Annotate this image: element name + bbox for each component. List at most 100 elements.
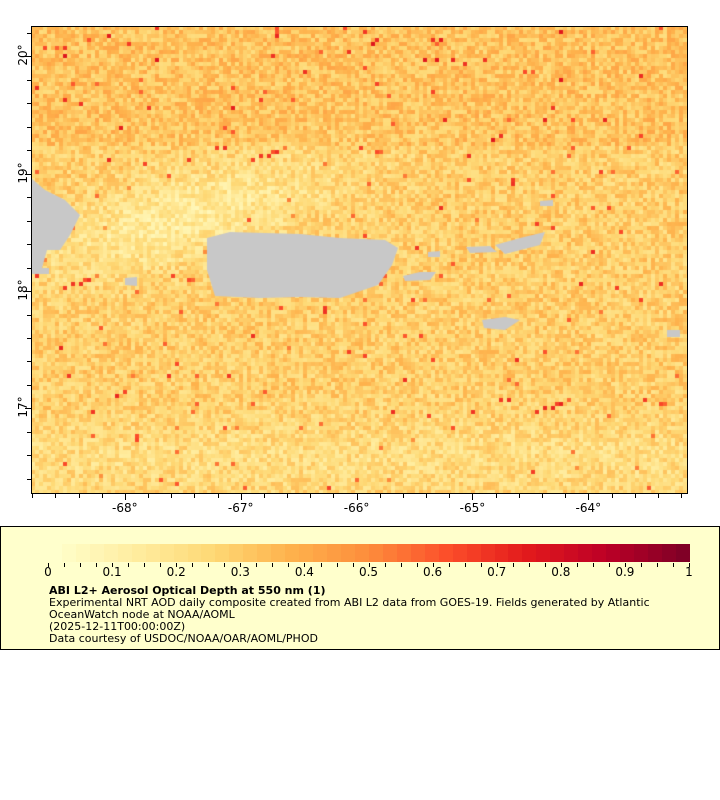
- lon-tick: [310, 494, 312, 498]
- colorbar-tick: [528, 563, 530, 567]
- lon-tick: [124, 494, 126, 500]
- colorbar-segment: [61, 544, 76, 562]
- colorbar-tick: [96, 563, 98, 567]
- colorbar-segment: [382, 544, 397, 562]
- colorbar-segment: [173, 544, 188, 562]
- colorbar-segment: [327, 544, 342, 562]
- colorbar-segment: [341, 544, 355, 562]
- colorbar-tick: [256, 563, 258, 567]
- lat-tick: [27, 33, 31, 35]
- colorbar-segment: [424, 544, 439, 562]
- colorbar-segment: [647, 544, 662, 562]
- colorbar-segment: [675, 544, 690, 562]
- colorbar-segment: [285, 544, 300, 562]
- colorbar-tick: [128, 563, 130, 567]
- legend-panel: 0 0.1 0.2 0.3 0.4 0.5 0.6 0.7 0.8 0.9 1 ABI L2+ Ae…: [0, 526, 720, 650]
- colorbar-segment: [564, 544, 579, 562]
- colorbar-segment: [522, 544, 537, 562]
- colorbar-segment: [578, 544, 593, 562]
- colorbar-segment: [313, 544, 328, 562]
- lon-tick: [565, 494, 567, 498]
- colorbar-label: 0.8: [551, 565, 571, 579]
- colorbar: [48, 544, 690, 562]
- lon-tick: [449, 494, 451, 498]
- colorbar-segment: [634, 544, 648, 562]
- lon-tick: [171, 494, 173, 498]
- colorbar-segment: [159, 544, 174, 562]
- lon-tick: [148, 494, 150, 498]
- colorbar-segment: [466, 544, 481, 562]
- colorbar-tick: [240, 563, 242, 567]
- lat-tick: [27, 126, 31, 128]
- legend-title: ABI L2+ Aerosol Optical Depth at 550 nm …: [49, 584, 326, 597]
- colorbar-segment: [201, 544, 216, 562]
- lon-tick: [495, 494, 497, 498]
- legend-description-line2: OceanWatch node at NOAA/AOML: [49, 608, 235, 621]
- lat-tick: [27, 79, 31, 81]
- colorbar-tick: [673, 563, 675, 567]
- colorbar-tick: [304, 563, 306, 567]
- lon-tick: [287, 494, 289, 498]
- lon-tick: [78, 494, 80, 498]
- lat-tick-label: 17°: [16, 396, 30, 419]
- colorbar-tick: [496, 563, 498, 567]
- colorbar-tick: [288, 563, 290, 567]
- lon-tick-label: -66°: [343, 501, 370, 515]
- lon-tick-label: -67°: [227, 501, 254, 515]
- lat-tick: [27, 150, 31, 152]
- colorbar-segment: [354, 544, 369, 562]
- colorbar-label: 0.3: [230, 565, 250, 579]
- colorbar-tick: [160, 563, 162, 567]
- aod-map-image: [31, 26, 688, 494]
- colorbar-tick: [64, 563, 66, 567]
- lat-tick: [27, 361, 31, 363]
- lat-tick-label: 20°: [16, 44, 30, 67]
- lat-tick: [27, 197, 31, 199]
- colorbar-segment: [75, 544, 90, 562]
- colorbar-tick: [336, 563, 338, 567]
- lon-tick: [542, 494, 543, 498]
- colorbar-tick: [112, 563, 114, 567]
- colorbar-label: 0: [44, 565, 52, 579]
- colorbar-segment: [452, 544, 467, 562]
- lat-tick: [27, 338, 31, 339]
- lon-tick: [240, 494, 242, 500]
- colorbar-tick: [352, 563, 354, 567]
- legend-description-line1: Experimental NRT AOD daily composite cre…: [49, 596, 650, 609]
- lat-tick: [25, 173, 31, 175]
- colorbar-tick: [657, 563, 659, 567]
- colorbar-label: 0.9: [615, 565, 635, 579]
- lat-tick: [25, 408, 31, 410]
- colorbar-tick: [625, 563, 627, 567]
- lon-tick: [426, 494, 428, 498]
- colorbar-segment: [48, 544, 62, 562]
- lat-tick: [27, 455, 31, 457]
- colorbar-tick: [512, 563, 514, 567]
- lon-tick: [379, 494, 381, 498]
- lat-tick: [27, 431, 31, 433]
- colorbar-segment: [131, 544, 146, 562]
- lat-tick: [27, 244, 31, 246]
- lat-tick: [25, 291, 31, 293]
- colorbar-tick: [384, 563, 386, 567]
- colorbar-tick: [593, 563, 595, 567]
- colorbar-segment: [661, 544, 676, 562]
- colorbar-tick: [400, 563, 402, 567]
- lon-tick: [194, 494, 196, 498]
- colorbar-segment: [103, 544, 118, 562]
- colorbar-tick: [368, 563, 370, 567]
- lat-tick: [27, 384, 31, 386]
- colorbar-label: 0.1: [102, 565, 122, 579]
- lon-tick: [681, 494, 683, 498]
- colorbar-segment: [480, 544, 495, 562]
- colorbar-tick: [416, 563, 418, 567]
- lon-tick: [588, 494, 590, 500]
- lat-tick: [27, 220, 31, 222]
- colorbar-label: 0.7: [487, 565, 507, 579]
- colorbar-segment: [145, 544, 160, 562]
- lon-tick: [263, 494, 265, 498]
- lon-tick: [518, 494, 520, 498]
- colorbar-tick: [272, 563, 274, 567]
- colorbar-segment: [89, 544, 104, 562]
- lon-tick: [55, 494, 57, 498]
